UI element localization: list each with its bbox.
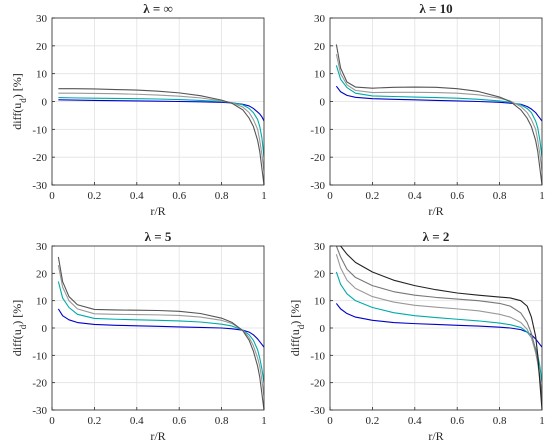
axes-frame xyxy=(329,245,543,411)
y-tick-label: -30 xyxy=(32,405,47,417)
series-line-3 xyxy=(335,54,542,172)
x-tick-label: 0.6 xyxy=(450,415,464,427)
x-tick-label: 0 xyxy=(49,190,55,202)
x-tick-label: 0.6 xyxy=(450,190,464,202)
y-axis-label: diff(ud) [%] xyxy=(10,300,28,357)
y-tick-label: 10 xyxy=(36,69,48,81)
x-tick-label: 0.2 xyxy=(366,415,380,427)
chart-title: λ = ∞ xyxy=(143,1,173,16)
chart-title: λ = 5 xyxy=(145,229,172,244)
y-tick-label: -20 xyxy=(32,378,47,390)
x-tick-label: 0.2 xyxy=(88,190,102,202)
y-tick-label: 0 xyxy=(42,323,48,335)
x-tick-label: 0.4 xyxy=(130,415,144,427)
series-line-2 xyxy=(58,97,264,158)
axes-frame xyxy=(329,17,543,186)
y-tick-label: 20 xyxy=(36,268,48,280)
series-line-4 xyxy=(335,44,542,185)
y-tick-label: 30 xyxy=(314,13,326,25)
axes-frame xyxy=(51,245,265,411)
x-tick-label: 0.6 xyxy=(172,190,186,202)
y-tick-label: -30 xyxy=(310,180,325,192)
axes-frame xyxy=(51,17,265,186)
y-tick-label: -20 xyxy=(310,378,325,390)
y-tick-label: 30 xyxy=(36,13,48,25)
y-tick-label: 10 xyxy=(314,69,326,81)
y-tick-label: -10 xyxy=(310,124,325,136)
series-line-4 xyxy=(335,246,542,397)
y-tick-label: 10 xyxy=(36,296,48,308)
y-tick-label: -20 xyxy=(310,152,325,164)
x-tick-label: 0.4 xyxy=(408,190,422,202)
y-tick-label: 20 xyxy=(314,268,326,280)
y-tick-label: 0 xyxy=(320,97,326,109)
y-tick-label: -10 xyxy=(310,350,325,362)
x-tick-label: 0 xyxy=(327,190,333,202)
y-tick-label: 30 xyxy=(36,241,48,253)
series-line-3 xyxy=(58,92,264,172)
y-axis-label: diff(ud) [%] xyxy=(10,73,28,130)
y-tick-label: -30 xyxy=(32,180,47,192)
x-tick-label: 1 xyxy=(539,415,545,427)
x-tick-label: 0.8 xyxy=(215,415,229,427)
series-line-2 xyxy=(335,65,542,158)
series-line-3 xyxy=(57,265,264,397)
y-tick-label: 30 xyxy=(314,241,326,253)
series-line-5 xyxy=(336,246,542,410)
chart-panel-3: 0 0.2 0.4 0.6 0.8 1 30 20 10 0 -10 -20 -30 λ = 5 r/R di… xyxy=(10,229,267,443)
chart-panel-1: 0 0.2 0.4 0.6 0.8 1 30 20 10 0 -10 -20 -30 λ = ∞ r/R di… xyxy=(10,1,267,218)
series-line-1 xyxy=(57,308,264,348)
x-tick-label: 1 xyxy=(539,190,545,202)
x-axis-label: r/R xyxy=(428,429,443,443)
y-tick-label: -20 xyxy=(32,152,47,164)
y-tick-label: -10 xyxy=(32,124,47,136)
chart-panel-2: 0 0.2 0.4 0.6 0.8 1 30 20 10 0 -10 -20 -30 λ = 10 r/R xyxy=(310,1,544,218)
y-tick-label: -10 xyxy=(32,350,47,362)
y-tick-label: 10 xyxy=(314,296,326,308)
y-axis-label: diff(ud) [%] xyxy=(288,300,306,357)
x-tick-label: 0.8 xyxy=(493,415,507,427)
x-tick-label: 0 xyxy=(49,415,55,427)
y-tick-label: -30 xyxy=(310,405,325,417)
x-axis-label: r/R xyxy=(428,204,443,218)
chart-title: λ = 10 xyxy=(419,1,452,16)
x-tick-label: 0 xyxy=(327,415,333,427)
chart-title: λ = 2 xyxy=(423,229,450,244)
y-tick-label: 0 xyxy=(42,97,48,109)
x-tick-label: 0.4 xyxy=(130,190,144,202)
x-axis-label: r/R xyxy=(150,429,165,443)
x-tick-label: 0.4 xyxy=(408,415,422,427)
series-line-1 xyxy=(335,85,542,122)
series-line-4 xyxy=(58,88,264,185)
series-line-2 xyxy=(57,281,264,383)
x-axis-label: r/R xyxy=(150,204,165,218)
chart-panel-4: 0 0.2 0.4 0.6 0.8 1 30 20 10 0 -10 -20 -30 λ = 2 r/R di… xyxy=(288,229,545,443)
x-tick-label: 0.8 xyxy=(215,190,229,202)
x-tick-label: 0.2 xyxy=(88,415,102,427)
x-tick-label: 0.2 xyxy=(366,190,380,202)
x-tick-label: 0.6 xyxy=(172,415,186,427)
series-line-1 xyxy=(58,99,264,122)
y-tick-label: 0 xyxy=(320,323,326,335)
y-tick-label: 20 xyxy=(36,41,48,53)
x-tick-label: 1 xyxy=(261,190,267,202)
x-tick-label: 1 xyxy=(261,415,267,427)
series-line-4 xyxy=(57,256,264,410)
x-tick-label: 0.8 xyxy=(493,190,507,202)
y-tick-label: 20 xyxy=(314,41,326,53)
